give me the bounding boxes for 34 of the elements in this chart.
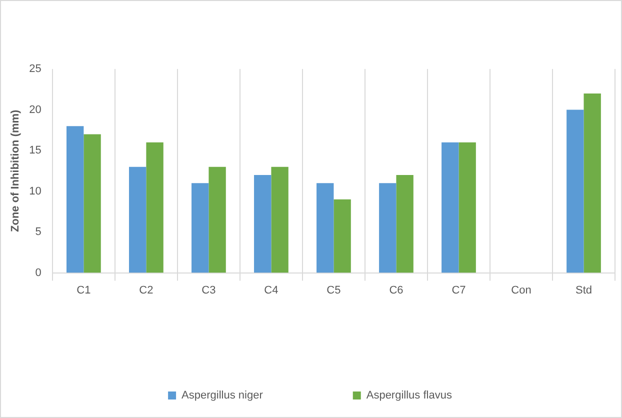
bar [66,126,84,273]
y-axis-title: Zone of Inhibition (mm) [10,109,22,232]
bar [208,166,226,273]
y-tick-label: 10 [29,185,42,198]
bar [334,199,351,273]
bar [458,142,476,273]
bar [254,174,272,273]
bar [584,93,601,273]
x-tick-label: C6 [389,284,404,296]
x-tick-label: Std [575,284,592,296]
x-tick-label: Con [511,284,532,296]
y-tick-label: 0 [35,266,42,279]
x-tick-label: C4 [264,284,278,296]
bar [442,142,459,273]
bar [129,166,146,273]
bar [379,183,396,273]
legend-label: Aspergillus flavus [366,390,452,402]
bar [84,134,101,273]
x-tick-label: C1 [76,284,91,296]
y-tick-label: 5 [35,226,42,238]
legend-label: Aspergillus niger [182,390,264,402]
bar [566,110,584,273]
bar [396,174,414,273]
y-tick-label: 20 [29,104,42,116]
bar [192,183,209,273]
y-tick-label: 25 [29,63,42,76]
x-tick-label: C3 [202,284,216,296]
x-tick-label: C7 [452,284,466,296]
bar [316,183,334,273]
x-tick-label: C5 [326,284,341,296]
x-tick-label: C2 [139,284,154,296]
bar [146,142,164,273]
bar [271,166,288,273]
y-tick-label: 15 [29,144,42,157]
